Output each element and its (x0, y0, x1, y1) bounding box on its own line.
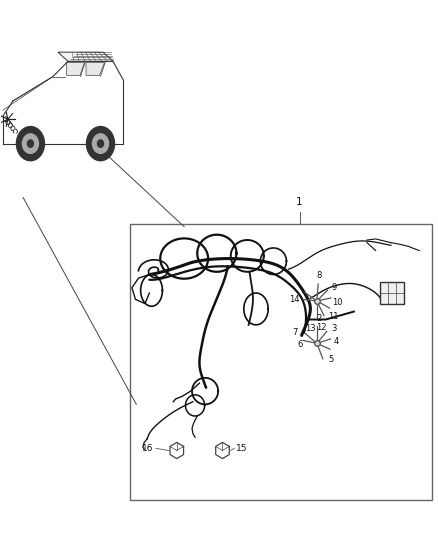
Circle shape (86, 126, 114, 160)
Text: 13: 13 (305, 324, 316, 333)
Text: 5: 5 (328, 355, 333, 364)
Circle shape (22, 134, 39, 154)
Text: 3: 3 (332, 324, 337, 333)
Circle shape (92, 134, 109, 154)
Polygon shape (86, 62, 105, 75)
Text: 14: 14 (289, 295, 300, 304)
Circle shape (17, 126, 44, 160)
Text: 7: 7 (293, 328, 298, 337)
Bar (130, 224, 432, 500)
Text: 16: 16 (142, 444, 154, 453)
Text: 15: 15 (237, 444, 248, 453)
Bar (380, 282, 404, 304)
Polygon shape (67, 62, 85, 75)
Polygon shape (58, 52, 113, 61)
Text: 6: 6 (298, 340, 303, 349)
Text: 2: 2 (317, 314, 322, 324)
Text: 9: 9 (332, 282, 337, 292)
Circle shape (98, 140, 103, 147)
Text: 4: 4 (333, 337, 339, 346)
Text: 11: 11 (328, 312, 339, 321)
Text: 10: 10 (332, 297, 343, 306)
Circle shape (28, 140, 33, 147)
Text: 1: 1 (296, 197, 303, 207)
Text: 8: 8 (316, 271, 322, 280)
Text: 12: 12 (316, 323, 326, 332)
